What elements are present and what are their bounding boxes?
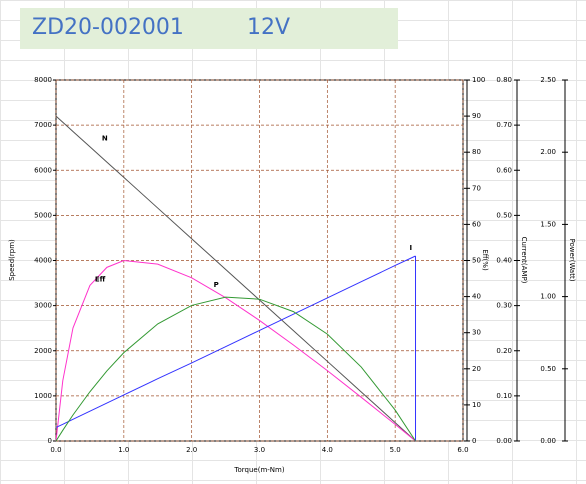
y-tick-label: 3000: [34, 302, 52, 310]
y-tick-label: 1.50: [540, 220, 556, 228]
y-tick-label: 70: [472, 184, 481, 192]
y-tick-label: 0.10: [496, 392, 512, 400]
axis-label: Power(Watt): [568, 239, 576, 282]
y-tick-label: 0.60: [496, 166, 512, 174]
y-tick-label: 20: [472, 365, 481, 373]
axis-label: Current(AMP): [520, 237, 528, 284]
y-tick-label: 90: [472, 112, 481, 120]
subtitle: 12V: [247, 15, 291, 40]
y-tick-label: 0.80: [496, 76, 512, 84]
y-tick-label: 0.50: [496, 211, 512, 219]
y-tick-label: 0.20: [496, 347, 512, 355]
y-tick-label: 0.00: [496, 437, 512, 445]
axis-label: Eff(%): [481, 249, 489, 271]
y-tick-label: 40: [472, 293, 481, 301]
y-tick-label: 1.00: [540, 293, 556, 301]
y-tick-label: 0.30: [496, 302, 512, 310]
x-tick-label: 5.0: [390, 446, 401, 454]
title: ZD20-002001: [32, 15, 184, 40]
header: ZD20-002001 12V: [20, 8, 398, 49]
y-tick-label: 8000: [34, 76, 52, 84]
series-label: N: [102, 135, 108, 143]
x-tick-label: 0.0: [50, 446, 61, 454]
x-axis-label: Torque(m-Nm): [233, 466, 284, 474]
y-tick-label: 0.50: [540, 365, 556, 373]
y-tick-label: 60: [472, 220, 481, 228]
y-tick-label: 80: [472, 148, 481, 156]
x-tick-label: 2.0: [186, 446, 197, 454]
series-label: I: [410, 244, 413, 252]
x-tick-label: 4.0: [322, 446, 333, 454]
y-tick-label: 100: [472, 76, 485, 84]
y-tick-label: 2.50: [540, 76, 556, 84]
y-tick-label: 0.40: [496, 257, 512, 265]
y-tick-label: 5000: [34, 211, 52, 219]
y-tick-label: 2000: [34, 347, 52, 355]
y-tick-label: 7000: [34, 121, 52, 129]
y-tick-label: 30: [472, 329, 481, 337]
y-tick-label: 50: [472, 257, 481, 265]
series-label: P: [214, 281, 219, 289]
y-tick-label: 6000: [34, 166, 52, 174]
series-label: Eff: [95, 275, 106, 283]
y-tick-label: 10: [472, 401, 481, 409]
series-line: [55, 259, 416, 442]
y-tick-label: 0.00: [540, 437, 556, 445]
y-axis-label: Speed(rpm): [8, 239, 16, 281]
series-line: [55, 296, 416, 442]
series-line: [55, 115, 416, 442]
x-tick-label: 6.0: [457, 446, 468, 454]
y-tick-label: 4000: [34, 257, 52, 265]
y-tick-label: 0: [48, 437, 52, 445]
y-tick-label: 2.00: [540, 148, 556, 156]
y-tick-label: 0.70: [496, 121, 512, 129]
x-tick-label: 1.0: [118, 446, 129, 454]
y-tick-label: 1000: [34, 392, 52, 400]
y-tick-label: 0: [472, 437, 476, 445]
series-line: [55, 255, 416, 428]
x-tick-label: 3.0: [254, 446, 265, 454]
